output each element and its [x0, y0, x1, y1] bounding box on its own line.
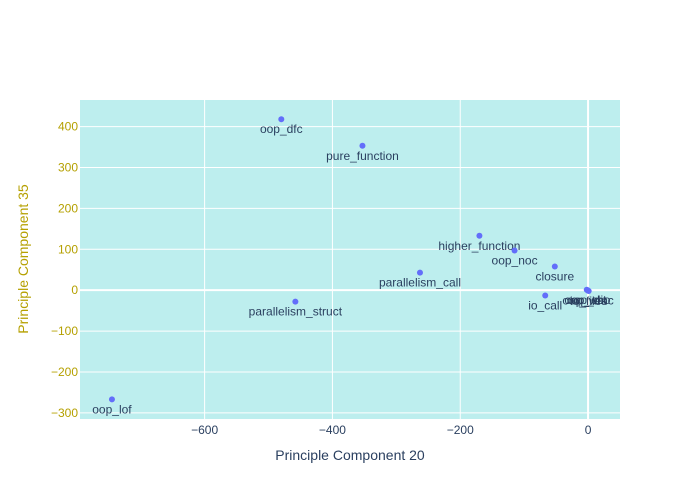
x-tick-label: −600	[191, 423, 218, 437]
y-tick-label: 0	[71, 283, 78, 297]
y-tick-label: −100	[51, 324, 78, 338]
data-point	[278, 116, 285, 123]
data-label: oop_wmc	[562, 294, 613, 308]
data-point	[511, 247, 518, 254]
x-axis-title: Principle Component 20	[275, 447, 425, 463]
data-point	[292, 298, 299, 305]
data-label: oop_lof	[92, 402, 132, 416]
data-point	[585, 287, 592, 294]
y-tick-label: 300	[58, 160, 78, 174]
data-label: io_files	[570, 294, 607, 308]
x-tick-label: 0	[585, 423, 592, 437]
data-label: oop_dit	[567, 293, 607, 307]
data-point	[476, 232, 483, 239]
data-points: oop_dfc pure_function higher_functionoop_n…	[92, 116, 614, 416]
y-tick-label: 100	[58, 242, 78, 256]
data-point	[542, 292, 549, 299]
y-axis-ticks: −300 −200 −100 0 100 200 300 400	[51, 120, 78, 420]
x-tick-label: −400	[319, 423, 346, 437]
data-label: parallelism_call	[379, 276, 461, 290]
y-tick-label: 400	[58, 120, 78, 134]
data-label: parallelism_struct	[249, 305, 343, 319]
data-point	[108, 396, 115, 403]
data-label: oop_noc	[492, 254, 538, 268]
data-label: oop_cbo	[564, 293, 610, 307]
data-label: oop_dfc	[260, 122, 303, 136]
y-tick-label: 200	[58, 201, 78, 215]
y-tick-label: −200	[51, 365, 78, 379]
data-label: io_call	[528, 298, 562, 312]
y-axis-title: Principle Component 35	[15, 184, 31, 334]
data-point	[551, 263, 558, 270]
data-label: closure	[535, 269, 574, 283]
grid-lines	[80, 100, 620, 419]
data-point	[359, 142, 366, 149]
y-tick-label: −300	[51, 406, 78, 420]
data-label: pure_function	[326, 149, 399, 163]
data-point	[416, 269, 423, 276]
x-tick-label: −200	[447, 423, 474, 437]
plot-area	[80, 100, 620, 419]
x-axis-ticks: −600 −400 −200 0	[191, 423, 592, 437]
data-label: higher_function	[438, 239, 520, 253]
